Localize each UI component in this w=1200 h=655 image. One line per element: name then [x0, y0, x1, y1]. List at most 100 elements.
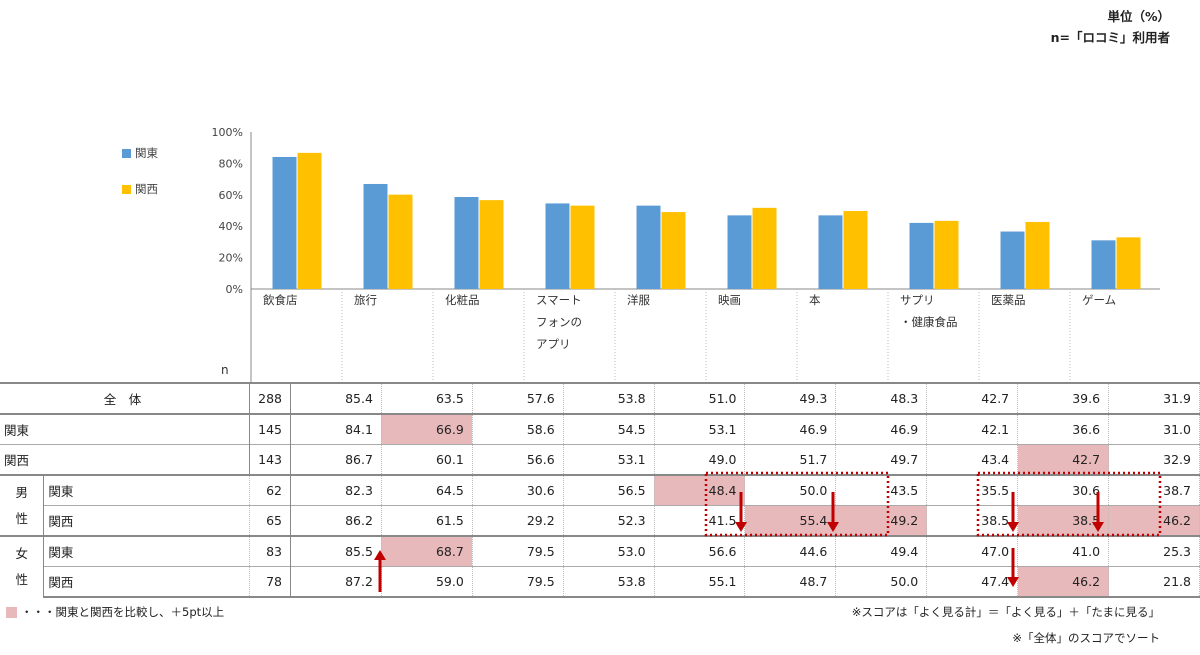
- unit-label: 単位（%）: [1107, 9, 1170, 24]
- value-cell: 31.9: [1108, 382, 1200, 414]
- value-cell: 32.9: [1108, 444, 1200, 475]
- value-cell: 21.8: [1108, 566, 1200, 598]
- value-cell: 68.7: [381, 535, 473, 567]
- bar-kanto: [1091, 240, 1116, 289]
- value-cell: 51.0: [654, 382, 746, 414]
- table-row: 男性関東 62 82.3 64.5 30.6 56.5 48.4 50.0 43.5 35.5 30…: [0, 474, 1200, 536]
- y-tick-label: 60%: [219, 189, 243, 202]
- value-cell: 48.7: [744, 566, 837, 598]
- gender-char: 女: [15, 546, 28, 561]
- value-cell: 64.5: [381, 474, 473, 506]
- category-label: ・健康食品: [900, 315, 958, 329]
- category-label: 洋服: [627, 293, 650, 307]
- value-cell: 61.5: [381, 505, 473, 536]
- row-sublabel: 関東: [43, 535, 251, 567]
- sort-note: ※「全体」のスコアでソート: [1012, 631, 1160, 645]
- table-row: 関東 145 84.1 66.9 58.6 54.5 53.1 46.9 46.9 42.1 36.…: [0, 413, 1200, 445]
- bar-kansai: [752, 207, 777, 289]
- value-cell: 56.6: [472, 444, 564, 475]
- sample-size: 83: [249, 535, 292, 567]
- gender-label: 男性: [0, 474, 45, 536]
- value-cell: 59.0: [381, 566, 473, 598]
- value-cell: 52.3: [563, 505, 655, 536]
- row-sublabel: 関東: [43, 474, 251, 506]
- value-cell: 56.5: [563, 474, 655, 506]
- value-cell: 49.2: [835, 505, 928, 536]
- value-cell: 49.7: [835, 444, 928, 475]
- bar-kansai: [388, 194, 413, 289]
- value-cell: 41.5: [654, 505, 746, 536]
- value-cell: 79.5: [472, 535, 564, 567]
- category-label: 映画: [718, 293, 741, 307]
- value-cell: 25.3: [1108, 535, 1200, 567]
- bar-kansai: [661, 212, 686, 289]
- bar-kanto: [454, 196, 479, 289]
- value-cell: 82.3: [290, 474, 382, 506]
- value-cell: 84.1: [290, 413, 382, 445]
- unit-note: 単位（%） n=「ロコミ」利用者: [1051, 6, 1170, 48]
- value-cell: 50.0: [744, 474, 837, 506]
- value-cell: 30.6: [1017, 474, 1110, 506]
- value-cell: 38.7: [1108, 474, 1200, 506]
- footer-legend: ・・・関東と関西を比較し、＋5pt以上: [6, 604, 224, 620]
- value-cell: 44.6: [744, 535, 837, 567]
- value-cell: 53.8: [563, 382, 655, 414]
- gender-char: 性: [15, 510, 28, 526]
- category-label: ゲーム: [1082, 293, 1116, 307]
- bar-kanto: [636, 205, 661, 289]
- category-label: サプリ: [900, 293, 935, 307]
- sample-size: 78: [249, 566, 292, 598]
- bar-kansai: [843, 210, 868, 289]
- value-cell: 29.2: [472, 505, 564, 536]
- legend-label-kansai: 関西: [135, 182, 158, 196]
- value-cell: 42.7: [926, 382, 1019, 414]
- bar-kanto: [363, 183, 388, 289]
- category-label: フォンの: [536, 315, 582, 329]
- value-cell: 46.2: [1017, 566, 1110, 598]
- sample-size: 62: [249, 474, 292, 506]
- y-tick-label: 20%: [219, 252, 243, 265]
- value-cell: 85.5: [290, 535, 382, 567]
- value-cell: 54.5: [563, 413, 655, 445]
- value-cell: 48.3: [835, 382, 928, 414]
- y-tick-label: 100%: [212, 126, 243, 139]
- bar-kansai: [934, 220, 959, 289]
- bar-kanto: [1000, 231, 1025, 289]
- value-cell: 53.8: [563, 566, 655, 598]
- value-cell: 38.5: [926, 505, 1019, 536]
- value-cell: 49.3: [744, 382, 837, 414]
- value-cell: 42.1: [926, 413, 1019, 445]
- value-cell: 50.0: [835, 566, 928, 598]
- bar-kansai: [570, 205, 595, 289]
- gender-label: 女性: [0, 535, 45, 597]
- bar-kanto: [727, 215, 752, 289]
- row-label: 関西: [0, 444, 251, 475]
- value-cell: 30.6: [472, 474, 564, 506]
- table-row: 関西 78 87.2 59.0 79.5 53.8 55.1 48.7 50.0 47.4 46.2…: [0, 566, 1200, 598]
- value-cell: 47.4: [926, 566, 1019, 598]
- value-cell: 39.6: [1017, 382, 1110, 414]
- category-label: 本: [809, 293, 821, 307]
- gender-char: 男: [15, 484, 28, 500]
- sample-size: 65: [249, 505, 292, 536]
- value-cell: 60.1: [381, 444, 473, 475]
- value-cell: 51.7: [744, 444, 837, 475]
- value-cell: 58.6: [472, 413, 564, 445]
- category-label: 医薬品: [991, 293, 1026, 307]
- value-cell: 63.5: [381, 382, 473, 414]
- category-label: 旅行: [354, 293, 377, 307]
- highlight-swatch: [6, 606, 17, 618]
- value-cell: 49.0: [654, 444, 746, 475]
- score-note: ※スコアは「よく見る計」＝「よく見る」＋「たまに見る」: [851, 605, 1160, 619]
- category-label: スマート: [536, 293, 582, 307]
- value-cell: 53.1: [654, 413, 746, 445]
- value-cell: 49.4: [835, 535, 928, 567]
- sample-size: 145: [249, 413, 292, 445]
- data-table: 全 体 288 85.4 63.5 57.6 53.8 51.0 49.3 48.3 42.7 39…: [0, 382, 1200, 598]
- value-cell: 46.2: [1108, 505, 1200, 536]
- bar-kanto: [909, 222, 934, 289]
- value-cell: 53.1: [563, 444, 655, 475]
- value-cell: 53.0: [563, 535, 655, 567]
- value-cell: 87.2: [290, 566, 382, 598]
